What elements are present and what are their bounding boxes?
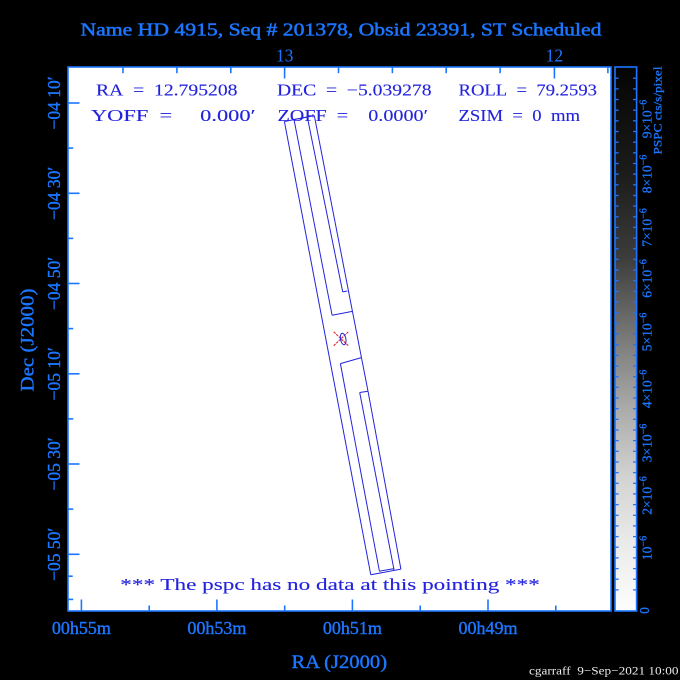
svg-text:−05 30′: −05 30′ [44, 437, 64, 490]
svg-text:12: 12 [546, 46, 564, 66]
svg-text:ZOFF = 0.0000′: ZOFF = 0.0000′ [278, 106, 429, 125]
svg-text:Dec (J2000): Dec (J2000) [19, 289, 39, 392]
svg-text:ZSIM = 0 mm: ZSIM = 0 mm [459, 106, 581, 125]
svg-text:−04 10′: −04 10′ [44, 76, 64, 129]
svg-text:−04 30′: −04 30′ [44, 167, 64, 220]
svg-text:PSPC cts/s/pixel: PSPC cts/s/pixel [651, 66, 665, 155]
svg-text:13: 13 [276, 46, 294, 66]
svg-text:−05 10′: −05 10′ [44, 347, 64, 400]
svg-text:ROLL = 79.2593: ROLL = 79.2593 [459, 80, 598, 99]
svg-text:10−6: 10−6 [639, 536, 655, 560]
svg-text:RA = 12.795208: RA = 12.795208 [96, 80, 238, 99]
svg-text:00h51m: 00h51m [323, 618, 382, 638]
svg-text:*** The pspc has no data at th: *** The pspc has no data at this pointin… [120, 575, 540, 594]
svg-text:00h49m: 00h49m [458, 618, 517, 638]
svg-text:0: 0 [637, 607, 652, 614]
svg-text:Name HD 4915, Seq # 201378, Ob: Name HD 4915, Seq # 201378, Obsid 23391,… [81, 20, 602, 40]
svg-text:−04 50′: −04 50′ [44, 257, 64, 310]
svg-text:00h55m: 00h55m [52, 618, 111, 638]
svg-text:YOFF = 0.000′: YOFF = 0.000′ [91, 106, 256, 125]
svg-text:−05 50′: −05 50′ [44, 528, 64, 581]
svg-text:00h53m: 00h53m [187, 618, 246, 638]
svg-text:RA (J2000): RA (J2000) [292, 653, 388, 673]
svg-text:cgarraff 9−Sep−2021 10:00: cgarraff 9−Sep−2021 10:00 [529, 664, 679, 678]
svg-text:DEC = −5.039278: DEC = −5.039278 [277, 80, 432, 99]
